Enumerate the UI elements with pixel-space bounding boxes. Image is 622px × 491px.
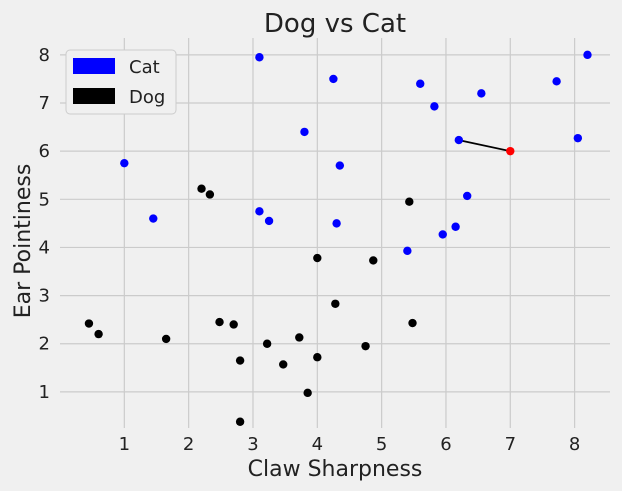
chart-title: Dog vs Cat <box>264 9 406 39</box>
y-tick-label: 3 <box>39 286 50 307</box>
x-tick-label: 3 <box>247 434 258 455</box>
legend-label-cat: Cat <box>129 57 160 78</box>
dog-point <box>235 417 245 426</box>
dog-point <box>197 184 206 193</box>
y-tick-label: 8 <box>39 45 50 66</box>
dog-point <box>262 339 272 348</box>
y-tick-label: 6 <box>39 141 50 162</box>
legend: Cat Dog <box>65 49 177 115</box>
cat-point <box>416 79 425 88</box>
data-points <box>84 50 592 426</box>
dog-point <box>405 197 414 206</box>
dog-point <box>229 320 238 329</box>
cat-point <box>573 133 583 143</box>
cat-point <box>462 191 472 201</box>
x-tick-label: 7 <box>505 434 516 455</box>
x-tick-label: 2 <box>183 434 194 455</box>
y-tick-label: 2 <box>39 334 50 355</box>
dog-point <box>303 388 312 398</box>
dog-point <box>94 329 103 339</box>
cat-point <box>264 216 274 226</box>
dog-point <box>215 317 224 327</box>
dog-point <box>205 190 215 199</box>
dog-point <box>84 319 94 328</box>
x-tick-label: 6 <box>440 434 451 455</box>
dog-point <box>313 353 322 362</box>
cat-point <box>430 102 439 111</box>
cat-point <box>552 77 561 86</box>
cat-point <box>451 222 460 231</box>
x-tick-label: 8 <box>569 434 580 455</box>
cat-point <box>120 158 129 168</box>
nearest-neighbor-line <box>458 139 511 153</box>
cat-point <box>332 219 341 228</box>
y-tick-label: 4 <box>39 237 50 258</box>
cat-point <box>329 74 338 84</box>
cat-point <box>403 246 412 256</box>
dog-point <box>331 299 340 308</box>
legend-swatch-cat <box>73 58 115 74</box>
legend-swatch-dog <box>73 88 115 104</box>
tick-labels: 1 2 3 4 5 6 7 8 1 2 3 4 5 6 7 8 <box>39 45 581 455</box>
nearest-line <box>458 139 511 153</box>
dog-point <box>235 356 245 365</box>
grid-lines <box>60 38 610 428</box>
dog-point <box>408 318 417 328</box>
y-tick-label: 1 <box>39 382 50 403</box>
cat-point <box>149 214 158 223</box>
cat-point <box>438 230 447 239</box>
dog-point <box>161 334 171 344</box>
dog-point <box>295 333 304 342</box>
cat-point <box>255 53 264 62</box>
legend-label-dog: Dog <box>129 87 165 108</box>
x-tick-label: 1 <box>119 434 130 455</box>
dog-point <box>369 256 378 265</box>
y-tick-label: 7 <box>39 93 50 114</box>
query-point <box>506 146 515 156</box>
cat-point <box>583 50 592 60</box>
cat-point <box>335 161 345 170</box>
cat-point <box>255 207 264 216</box>
cat-point <box>300 127 309 137</box>
dog-point <box>313 253 322 263</box>
x-axis-label: Claw Sharpness <box>248 457 423 482</box>
y-tick-label: 5 <box>39 189 50 210</box>
dog-point <box>361 341 370 351</box>
cat-point <box>454 135 464 145</box>
cat-point <box>477 89 486 98</box>
x-tick-label: 5 <box>376 434 387 455</box>
y-axis-label: Ear Pointiness <box>11 164 36 319</box>
x-tick-label: 4 <box>312 434 323 455</box>
dog-point <box>279 360 288 369</box>
